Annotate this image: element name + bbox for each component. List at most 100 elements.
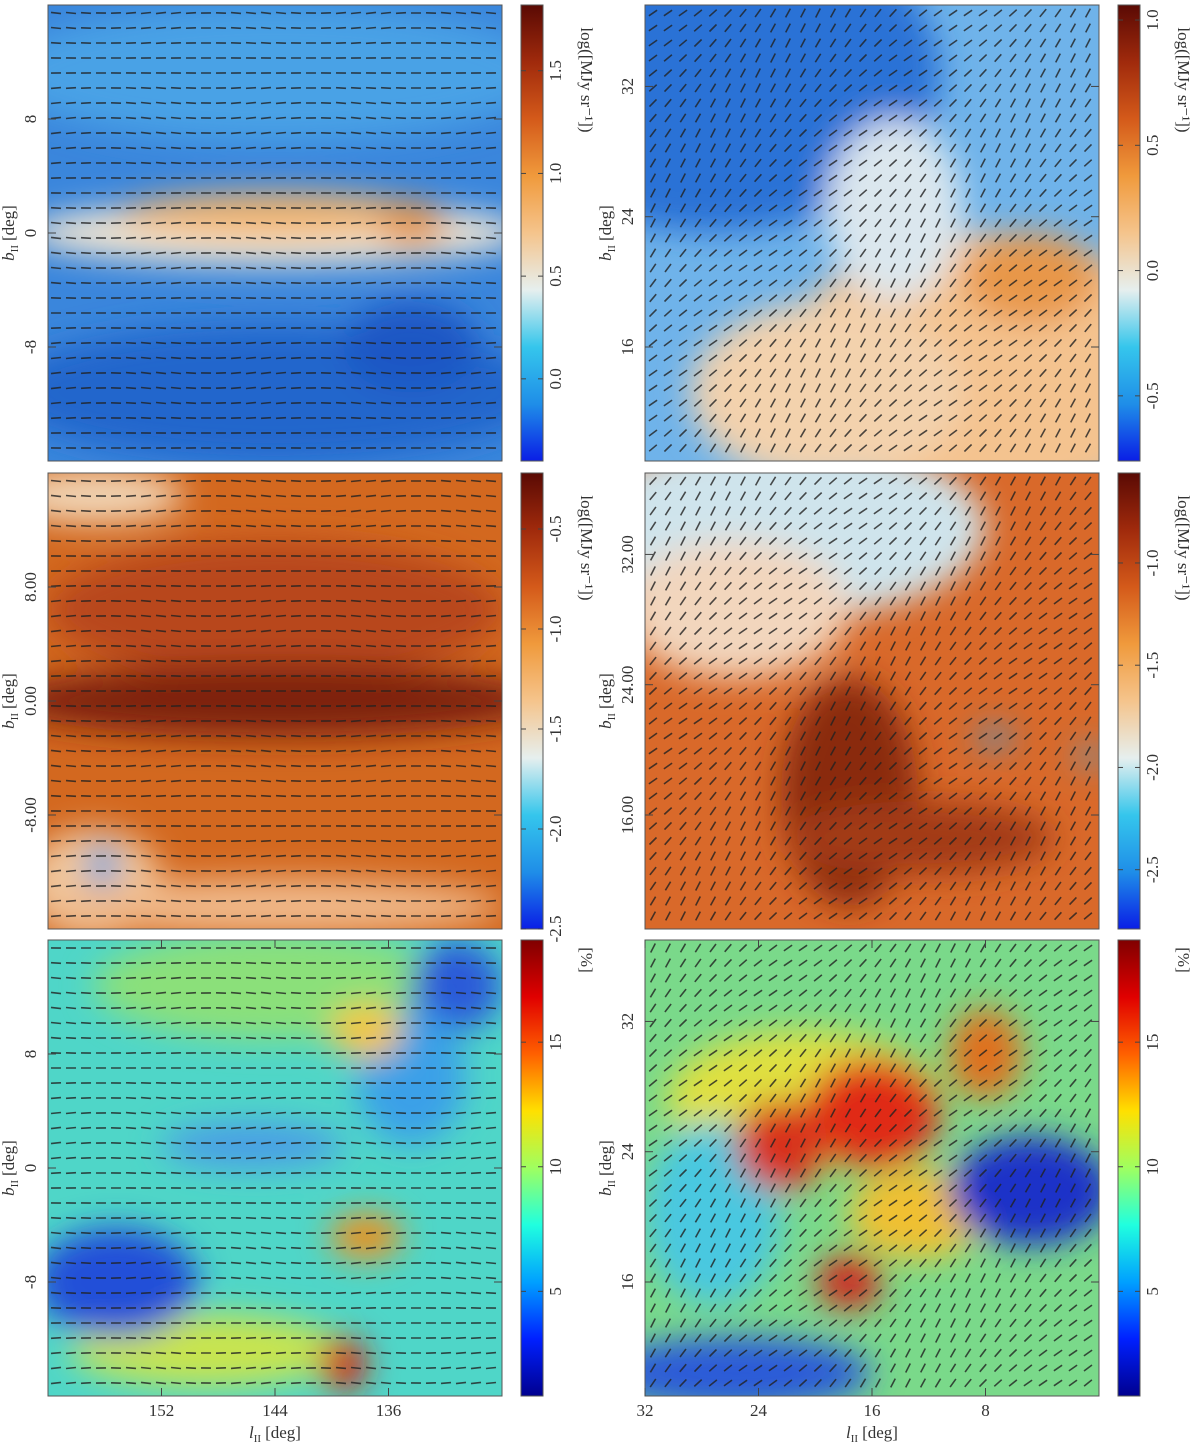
y-tick-label: -8 [21,1275,40,1289]
map-texture [645,5,1099,461]
map-image [48,940,502,1396]
map-structure [735,1099,827,1191]
colorbar-label: log([MJy sr⁻¹]) [577,495,596,600]
map-structure [1076,746,1099,765]
map-structure [962,233,1099,325]
x-tick-label: 144 [262,1401,288,1420]
panel: -8 0 8 bII[deg] 152 144 136 lII [deg] 5 10 15 [%] [0,939,596,1445]
colorbar-tick-label: 1.0 [546,163,565,184]
ylabel-axis-label: bII[deg] [596,205,618,261]
y-tick-label: -8 [21,340,40,354]
panel: 16 24 32 bII[deg] 32 24 16 8 lII [deg] 5 10 15 [%] [596,939,1193,1445]
map-structure [329,1213,403,1260]
colorbar-tick-label: -1.0 [1143,550,1162,577]
map-structure [781,801,1054,875]
colorbar-tick-label: -0.5 [546,516,565,543]
colorbar-tick-label: -1.5 [546,716,565,743]
map-structure [48,5,502,142]
y-tick-label: 16 [618,339,637,356]
colorbar-tick-label: -2.0 [1143,754,1162,781]
map-image [645,5,1099,461]
map-structure [949,1136,1099,1246]
colorbar-tick-label: 5 [546,1287,565,1296]
panel: 16.00 24.00 32.00 bII[deg] -2.5 -2.0 -1.5 -1.0 l… [596,472,1193,930]
map-structure [374,201,448,247]
xlabel-axis-label: lII [deg] [846,1423,898,1445]
colorbar [520,4,544,462]
polarization-vectors [50,11,497,449]
plot-frame [644,472,1100,930]
x-tick-label: 24 [750,1401,768,1420]
map-image [48,5,502,461]
colorbar-tick-label: 10 [546,1158,565,1175]
panel: -8.00 0.00 8.00 bII[deg] -2.5 -2.0 -1.5 -1.0 -0.… [0,472,596,943]
y-tick-label: 8 [21,115,40,124]
colorbar-tick-label: 0.0 [546,368,565,389]
map-structure [88,842,117,888]
y-tick-label: 16 [618,1274,637,1291]
map-image [645,940,1099,1396]
x-tick-label: 136 [376,1401,402,1420]
colorbar-tick-label: 5 [1143,1287,1162,1296]
y-tick-label: 16.00 [618,796,637,834]
ylabel-axis-label: bII[deg] [596,1140,618,1196]
ylabel-axis-label: bII[deg] [0,673,21,729]
map-structure [161,1122,344,1168]
colorbar-tick-label: 0.0 [1143,260,1162,281]
x-tick-label: 16 [864,1401,881,1420]
y-tick-label: 24 [618,1143,637,1161]
map-image [48,473,502,929]
map-structure [645,1336,872,1396]
y-tick-label: 0.00 [21,686,40,716]
y-tick-label: 8 [21,1050,40,1059]
colorbar-tick-label: -0.5 [1143,382,1162,409]
map-structure [48,664,502,738]
map-structure [329,1003,403,1059]
ylabel-axis-label: bII[deg] [0,205,21,261]
colorbar-tick-label: -1.0 [546,616,565,643]
panel: 16 24 32 bII[deg] -0.5 0.0 0.5 1.0 log([MJy sr⁻¹… [596,4,1193,462]
polarization-vectors [648,943,1093,1388]
polarization-vectors [50,947,497,1385]
y-tick-label: 32 [618,78,637,95]
colorbar-tick-label: 0.5 [546,266,565,287]
colorbar [520,939,544,1397]
colorbar-tick-label: -1.5 [1143,652,1162,679]
y-tick-label: 32.00 [618,535,637,573]
map-structure [48,1227,198,1337]
panel: -8 0 8 bII[deg] 0.0 0.5 1.0 1.5 log([MJy sr⁻¹]) [0,4,596,462]
y-tick-label: 24.00 [618,666,637,704]
colorbar-tick-label: 1.5 [546,60,565,81]
colorbar-tick-label: -2.5 [546,916,565,943]
map-structure [976,728,1013,747]
colorbar-label: log([MJy sr⁻¹]) [1174,495,1193,600]
y-tick-label: 24 [618,208,637,226]
map-structure [116,191,434,238]
y-tick-label: 0 [21,1164,40,1173]
map-texture [645,1008,1099,1396]
polarization-vectors [648,476,1093,921]
map-structure [949,1008,1022,1100]
colorbar [520,472,544,930]
xlabel-axis-label: lII [deg] [249,1423,301,1445]
map-texture [645,473,1099,907]
colorbar-label: [%] [1174,947,1193,972]
colorbar [1117,939,1141,1397]
colorbar-tick-label: -2.0 [546,816,565,843]
colorbar [1117,472,1141,930]
plot-frame [644,4,1100,462]
y-tick-label: 0 [21,229,40,238]
ylabel-axis-label: bII[deg] [0,1140,21,1196]
colorbar-tick-label: -2.5 [1143,856,1162,883]
colorbar-tick-label: 0.5 [1143,135,1162,156]
y-tick-label: 32 [618,1013,637,1030]
colorbar-label: [%] [577,947,596,972]
colorbar-tick-label: 15 [546,1034,565,1051]
polarization-vectors [50,479,497,918]
colorbar-label: log([MJy sr⁻¹]) [1174,27,1193,132]
x-tick-label: 32 [637,1401,654,1420]
map-structure [320,1336,366,1392]
map-structure [343,301,480,393]
y-tick-label: 8.00 [21,572,40,602]
